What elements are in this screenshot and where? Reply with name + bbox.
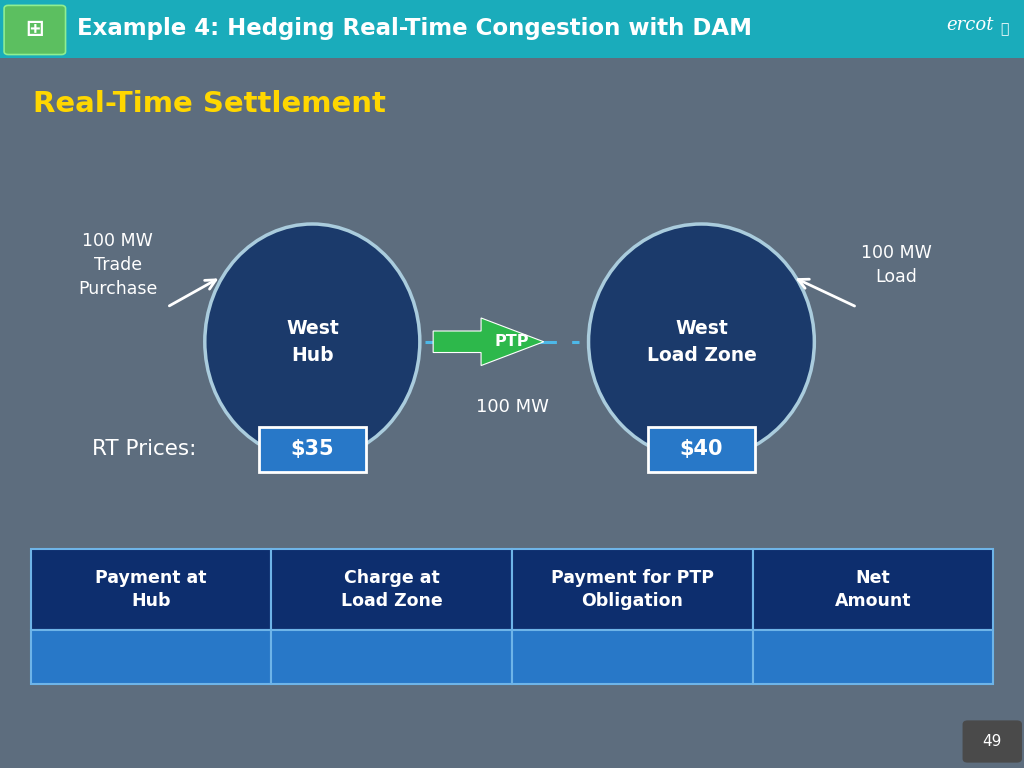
Bar (512, 549, 753, 630)
FancyBboxPatch shape (963, 720, 1022, 763)
Bar (271, 549, 512, 630)
Text: West
Hub: West Hub (286, 319, 339, 365)
Text: 100 MW
Trade
Purchase: 100 MW Trade Purchase (78, 232, 158, 298)
FancyBboxPatch shape (4, 5, 66, 55)
Text: Real-Time Settlement: Real-Time Settlement (33, 90, 386, 118)
Text: $40: $40 (680, 439, 723, 459)
Bar (512, 630, 753, 684)
Text: Payment for PTP
Obligation: Payment for PTP Obligation (551, 568, 714, 611)
Ellipse shape (589, 224, 814, 459)
Text: PTP: PTP (495, 334, 529, 349)
Text: 100 MW
Load: 100 MW Load (860, 243, 932, 286)
Text: West
Load Zone: West Load Zone (646, 319, 757, 365)
Bar (0, 0, 1024, 58)
Text: Payment at
Hub: Payment at Hub (95, 568, 207, 611)
Text: $35: $35 (291, 439, 334, 459)
Bar (753, 549, 993, 630)
Bar (31, 549, 271, 630)
Text: Example 4: Hedging Real-Time Congestion with DAM: Example 4: Hedging Real-Time Congestion … (77, 18, 752, 40)
Bar (753, 630, 993, 684)
Text: ⤻: ⤻ (1000, 22, 1009, 36)
Text: 100 MW: 100 MW (475, 398, 549, 416)
Bar (31, 630, 271, 684)
FancyBboxPatch shape (258, 427, 367, 472)
Text: Net
Amount: Net Amount (835, 568, 911, 611)
FancyBboxPatch shape (648, 427, 756, 472)
Text: ercot: ercot (946, 16, 993, 34)
Text: 49: 49 (983, 733, 1001, 749)
Ellipse shape (205, 224, 420, 459)
FancyArrow shape (433, 318, 544, 366)
Text: ⊞: ⊞ (26, 18, 44, 39)
Text: RT Prices:: RT Prices: (92, 439, 197, 459)
Text: Charge at
Load Zone: Charge at Load Zone (341, 568, 442, 611)
Bar (271, 630, 512, 684)
